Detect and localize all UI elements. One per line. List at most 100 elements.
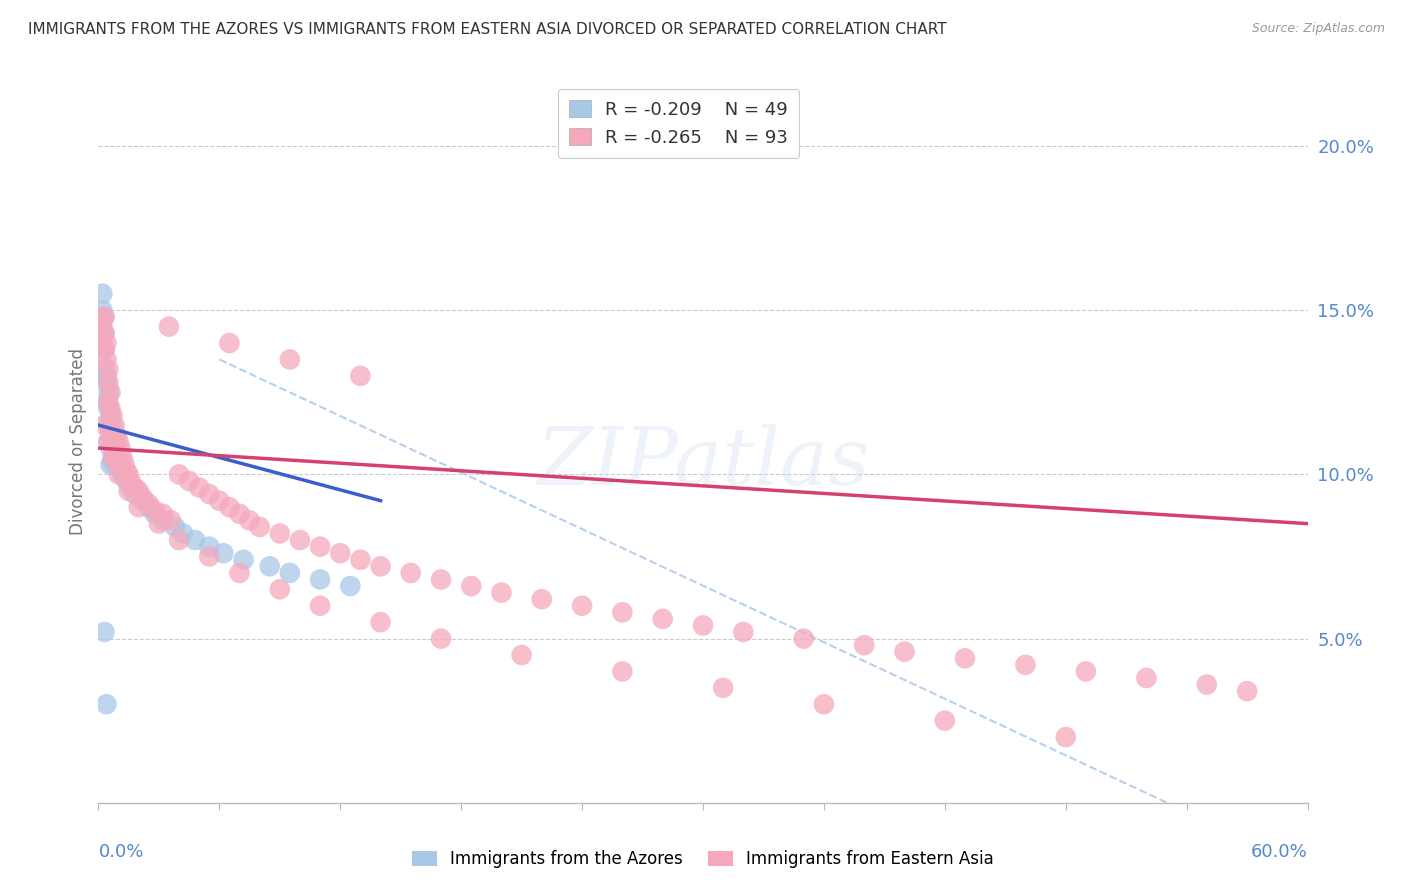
Point (269, 582, 291, 597)
Point (103, 441, 125, 455)
Point (163, 520, 186, 534)
Point (101, 409, 124, 423)
Point (115, 474, 138, 488)
Point (953, 651, 976, 665)
Point (218, 336, 240, 351)
Point (96, 698, 118, 712)
Point (571, 599, 593, 613)
Point (651, 612, 673, 626)
Point (105, 441, 128, 455)
Point (733, 625, 755, 640)
Point (89, 310, 111, 324)
Point (172, 526, 194, 541)
Point (491, 585, 513, 599)
Point (124, 481, 146, 495)
Point (179, 474, 201, 488)
Point (107, 454, 129, 468)
Point (89, 319, 111, 334)
Point (167, 533, 190, 547)
Point (91, 319, 114, 334)
Point (530, 592, 553, 607)
Point (349, 368, 371, 383)
Point (228, 566, 250, 580)
Point (309, 573, 332, 587)
Point (93, 343, 115, 357)
Point (208, 493, 231, 508)
Point (103, 418, 125, 433)
Point (329, 546, 352, 560)
Point (228, 507, 250, 521)
Point (1195, 677, 1218, 691)
Point (91, 329, 114, 343)
Point (100, 401, 122, 416)
Point (711, 681, 734, 695)
Point (893, 645, 915, 659)
Point (100, 409, 122, 423)
Point (96, 368, 118, 383)
Point (1074, 665, 1097, 679)
Point (115, 464, 138, 478)
Point (93, 343, 115, 357)
Point (1014, 657, 1036, 672)
Point (100, 458, 122, 472)
Point (339, 579, 361, 593)
Point (278, 352, 301, 367)
Point (612, 605, 634, 619)
Point (612, 665, 634, 679)
Point (128, 500, 150, 515)
Point (120, 481, 142, 495)
Point (97, 434, 120, 449)
Point (1236, 684, 1258, 698)
Point (160, 513, 183, 527)
Legend: Immigrants from the Azores, Immigrants from Eastern Asia: Immigrants from the Azores, Immigrants f… (405, 844, 1001, 875)
Point (309, 599, 332, 613)
Point (430, 632, 453, 646)
Point (152, 513, 174, 527)
Point (107, 454, 129, 468)
Point (128, 483, 150, 498)
Point (198, 487, 221, 501)
Text: 0.0%: 0.0% (98, 843, 143, 861)
Point (132, 493, 155, 508)
Point (934, 714, 956, 728)
Point (100, 428, 122, 442)
Legend: R = -0.209    N = 49, R = -0.265    N = 93: R = -0.209 N = 49, R = -0.265 N = 93 (558, 89, 799, 158)
Point (138, 500, 160, 515)
Text: Source: ZipAtlas.com: Source: ZipAtlas.com (1251, 22, 1385, 36)
Point (232, 553, 254, 567)
Point (111, 467, 134, 482)
Point (107, 434, 129, 449)
Point (138, 497, 160, 511)
Point (97, 401, 120, 416)
Point (101, 454, 124, 468)
Point (288, 533, 311, 547)
Point (249, 520, 271, 534)
Point (110, 441, 132, 455)
Point (100, 421, 122, 435)
Point (148, 516, 170, 531)
Point (510, 648, 533, 662)
Point (105, 448, 128, 462)
Point (309, 540, 332, 554)
Point (101, 428, 124, 442)
Point (198, 540, 221, 554)
Point (114, 470, 136, 484)
Point (107, 467, 129, 482)
Point (1135, 671, 1157, 685)
Point (399, 566, 422, 580)
Point (96, 336, 118, 351)
Point (124, 487, 146, 501)
Point (269, 526, 291, 541)
Point (97, 395, 120, 409)
Text: ZIPatlas: ZIPatlas (536, 425, 870, 502)
Point (349, 553, 371, 567)
Point (188, 481, 211, 495)
Point (101, 438, 124, 452)
Point (143, 507, 166, 521)
Point (91, 336, 114, 351)
Point (101, 450, 124, 465)
Y-axis label: Divorced or Separated: Divorced or Separated (69, 348, 87, 535)
Point (120, 474, 142, 488)
Point (105, 428, 128, 442)
Point (93, 310, 115, 324)
